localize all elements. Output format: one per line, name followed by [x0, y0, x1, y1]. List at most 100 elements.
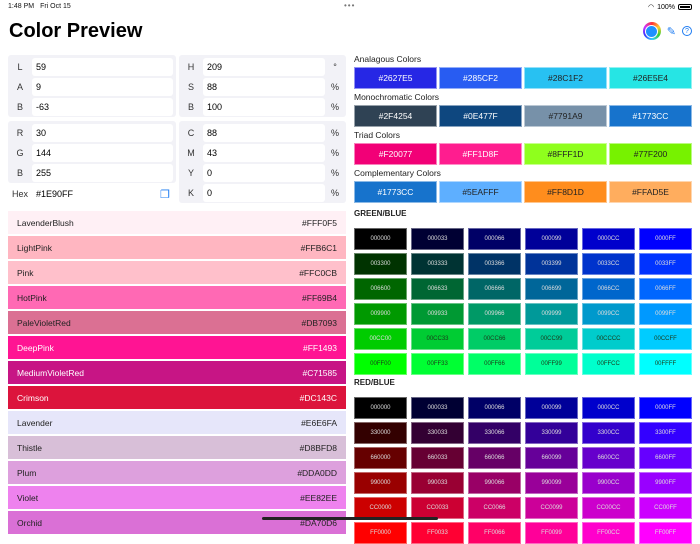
grid-color-cell[interactable]: CC0033	[411, 497, 464, 519]
grid-color-cell[interactable]: 6600CC	[582, 447, 635, 469]
color-swatch[interactable]: #1773CC	[354, 181, 437, 203]
color-swatch[interactable]: #FFAD5E	[609, 181, 692, 203]
grid-color-cell[interactable]: 9900CC	[582, 472, 635, 494]
grid-color-cell[interactable]: 00FF66	[468, 353, 521, 375]
grid-color-cell[interactable]: 003333	[411, 253, 464, 275]
grid-color-cell[interactable]: 000099	[525, 228, 578, 250]
color-swatch[interactable]: #FF8D1D	[524, 181, 607, 203]
grid-color-cell[interactable]: 3300CC	[582, 422, 635, 444]
color-list-item[interactable]: Plum #DDA0DD	[8, 461, 346, 484]
grid-color-cell[interactable]: 006600	[354, 278, 407, 300]
color-list-item[interactable]: Crimson #DC143C	[8, 386, 346, 409]
grid-color-cell[interactable]: 009999	[525, 303, 578, 325]
color-swatch[interactable]: #FF1D8F	[439, 143, 522, 165]
grid-color-cell[interactable]: 00CCFF	[639, 328, 692, 350]
grid-color-cell[interactable]: 0000FF	[639, 228, 692, 250]
color-swatch[interactable]: #8FFF1D	[524, 143, 607, 165]
grid-color-cell[interactable]: 0099CC	[582, 303, 635, 325]
grid-color-cell[interactable]: 000000	[354, 397, 407, 419]
lab-input[interactable]: -63	[32, 98, 173, 116]
grid-color-cell[interactable]: 000066	[468, 397, 521, 419]
grid-color-cell[interactable]: 00CCCC	[582, 328, 635, 350]
grid-color-cell[interactable]: 00FF00	[354, 353, 407, 375]
grid-color-cell[interactable]: 003300	[354, 253, 407, 275]
grid-color-cell[interactable]: FF0033	[411, 522, 464, 544]
color-swatch[interactable]: #7791A9	[524, 105, 607, 127]
color-list-item[interactable]: PaleVioletRed #DB7093	[8, 311, 346, 334]
grid-color-cell[interactable]: CC00FF	[639, 497, 692, 519]
multitasking-dots[interactable]: •••	[344, 1, 356, 10]
grid-color-cell[interactable]: 990000	[354, 472, 407, 494]
color-swatch[interactable]: #26E5E4	[609, 67, 692, 89]
cmyk-input[interactable]: 43	[203, 144, 325, 162]
color-swatch[interactable]: #1773CC	[609, 105, 692, 127]
color-list-item[interactable]: Orchid #DA70D6	[8, 511, 346, 534]
cmyk-input[interactable]: 0	[203, 164, 325, 182]
rgb-input[interactable]: 30	[32, 124, 173, 142]
grid-color-cell[interactable]: 0000CC	[582, 228, 635, 250]
grid-color-cell[interactable]: CC00CC	[582, 497, 635, 519]
copy-icon[interactable]: ❐	[160, 188, 170, 201]
grid-color-cell[interactable]: 000099	[525, 397, 578, 419]
grid-color-cell[interactable]: CC0099	[525, 497, 578, 519]
grid-color-cell[interactable]: 00FF99	[525, 353, 578, 375]
grid-color-cell[interactable]: 0066CC	[582, 278, 635, 300]
grid-color-cell[interactable]: 006633	[411, 278, 464, 300]
grid-color-cell[interactable]: FF00FF	[639, 522, 692, 544]
color-swatch[interactable]: #2627E5	[354, 67, 437, 89]
grid-color-cell[interactable]: 00CC99	[525, 328, 578, 350]
grid-color-cell[interactable]: 000000	[354, 228, 407, 250]
grid-color-cell[interactable]: 330066	[468, 422, 521, 444]
color-list-item[interactable]: MediumVioletRed #C71585	[8, 361, 346, 384]
hsb-input[interactable]: 100	[203, 98, 325, 116]
grid-color-cell[interactable]: 660066	[468, 447, 521, 469]
grid-color-cell[interactable]: 0000FF	[639, 397, 692, 419]
grid-color-cell[interactable]: 0033FF	[639, 253, 692, 275]
edit-icon[interactable]: ✎	[666, 25, 676, 38]
grid-color-cell[interactable]: 660033	[411, 447, 464, 469]
color-list-item[interactable]: Thistle #D8BFD8	[8, 436, 346, 459]
grid-color-cell[interactable]: FF0066	[468, 522, 521, 544]
color-swatch[interactable]: #F20077	[354, 143, 437, 165]
lab-input[interactable]: 9	[32, 78, 173, 96]
grid-color-cell[interactable]: 990099	[525, 472, 578, 494]
grid-color-cell[interactable]: 9900FF	[639, 472, 692, 494]
cmyk-input[interactable]: 0	[203, 184, 325, 202]
color-list-item[interactable]: LavenderBlush #FFF0F5	[8, 211, 346, 234]
rgb-input[interactable]: 255	[32, 164, 173, 182]
grid-color-cell[interactable]: 009933	[411, 303, 464, 325]
grid-color-cell[interactable]: 00CC66	[468, 328, 521, 350]
grid-color-cell[interactable]: 660000	[354, 447, 407, 469]
grid-color-cell[interactable]: 0033CC	[582, 253, 635, 275]
grid-color-cell[interactable]: 0066FF	[639, 278, 692, 300]
color-list-item[interactable]: Lavender #E6E6FA	[8, 411, 346, 434]
grid-color-cell[interactable]: 003366	[468, 253, 521, 275]
grid-color-cell[interactable]: 990066	[468, 472, 521, 494]
grid-color-cell[interactable]: 006699	[525, 278, 578, 300]
lab-input[interactable]: 59	[32, 58, 173, 76]
grid-color-cell[interactable]: 330099	[525, 422, 578, 444]
grid-color-cell[interactable]: 00FFFF	[639, 353, 692, 375]
color-swatch[interactable]: #77F200	[609, 143, 692, 165]
hsb-input[interactable]: 209	[203, 58, 325, 76]
grid-color-cell[interactable]: 6600FF	[639, 447, 692, 469]
grid-color-cell[interactable]: 3300FF	[639, 422, 692, 444]
grid-color-cell[interactable]: 000033	[411, 397, 464, 419]
color-list-item[interactable]: LightPink #FFB6C1	[8, 236, 346, 259]
grid-color-cell[interactable]: CC0066	[468, 497, 521, 519]
grid-color-cell[interactable]: 00CC00	[354, 328, 407, 350]
grid-color-cell[interactable]: 330000	[354, 422, 407, 444]
color-swatch[interactable]: #2F4254	[354, 105, 437, 127]
grid-color-cell[interactable]: 003399	[525, 253, 578, 275]
color-swatch[interactable]: #28C1F2	[524, 67, 607, 89]
grid-color-cell[interactable]: 000066	[468, 228, 521, 250]
color-swatch[interactable]: #0E477F	[439, 105, 522, 127]
grid-color-cell[interactable]: 330033	[411, 422, 464, 444]
rgb-input[interactable]: 144	[32, 144, 173, 162]
grid-color-cell[interactable]: 0099FF	[639, 303, 692, 325]
grid-color-cell[interactable]: 006666	[468, 278, 521, 300]
hsb-input[interactable]: 88	[203, 78, 325, 96]
grid-color-cell[interactable]: FF0099	[525, 522, 578, 544]
color-swatch[interactable]: #5EAFFF	[439, 181, 522, 203]
color-list-item[interactable]: DeepPink #FF1493	[8, 336, 346, 359]
